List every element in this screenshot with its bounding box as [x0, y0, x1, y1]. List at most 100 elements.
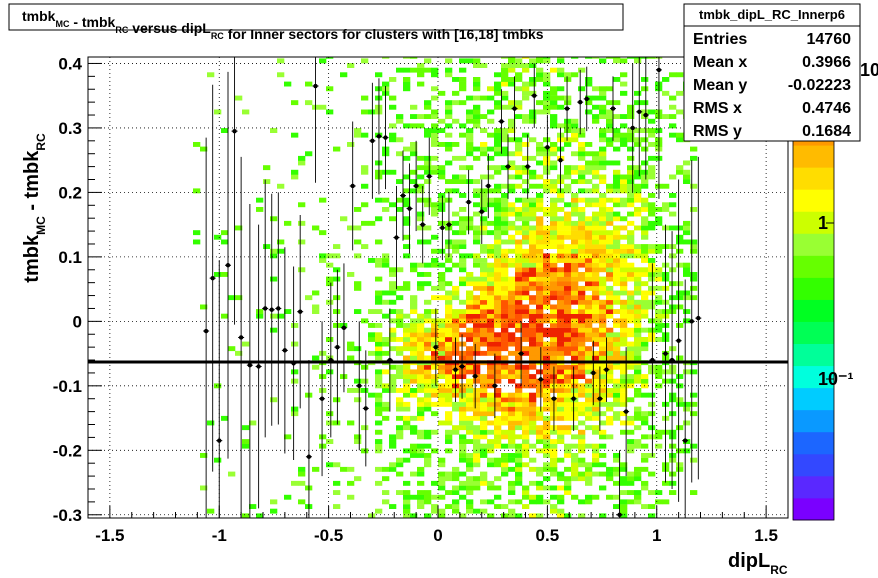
heatmap-cell	[508, 369, 516, 375]
heatmap-cell	[613, 388, 621, 393]
profile-point	[432, 308, 439, 386]
heatmap-cell	[403, 220, 411, 226]
heatmap-cell	[557, 225, 565, 231]
heatmap-cell	[620, 258, 628, 263]
heatmap-cell	[550, 355, 558, 361]
heatmap-cell	[578, 332, 586, 338]
heatmap-cell	[634, 169, 642, 175]
heatmap-cell	[368, 220, 376, 226]
heatmap-cell	[620, 309, 628, 314]
heatmap-cell	[641, 202, 649, 208]
heatmap-cell	[606, 267, 614, 273]
heatmap-cell	[571, 415, 579, 421]
heatmap-cell	[452, 244, 460, 249]
heatmap-cell	[207, 420, 215, 426]
heatmap-cell	[557, 476, 565, 482]
heatmap-cell	[578, 462, 586, 468]
heatmap-cell	[417, 369, 425, 375]
heatmap-cell	[452, 490, 460, 495]
heatmap-cell	[501, 429, 509, 435]
heatmap-cell	[487, 341, 495, 347]
heatmap-cell	[648, 118, 656, 124]
heatmap-cell	[606, 476, 614, 482]
heatmap-cell	[592, 443, 600, 449]
heatmap-cell	[550, 494, 558, 500]
heatmap-cell	[571, 494, 579, 500]
heatmap-cell	[515, 253, 523, 259]
heatmap-cell	[347, 346, 355, 352]
heatmap-cell	[410, 332, 418, 338]
heatmap-cell	[445, 346, 453, 352]
heatmap-cell	[487, 267, 495, 273]
heatmap-cell	[655, 369, 663, 375]
heatmap-cell	[627, 490, 635, 495]
heatmap-cell	[466, 309, 474, 314]
heatmap-cell	[592, 355, 600, 361]
profile-point	[209, 84, 216, 472]
heatmap-cell	[634, 272, 642, 277]
heatmap-cell	[669, 253, 677, 259]
heatmap-cell	[459, 81, 467, 87]
heatmap-cell	[550, 197, 558, 203]
heatmap-cell	[669, 211, 677, 217]
heatmap-cell	[634, 392, 642, 398]
heatmap-cell	[606, 401, 614, 407]
heatmap-cell	[641, 485, 649, 491]
heatmap-cell	[424, 346, 432, 352]
heatmap-cell	[438, 388, 446, 393]
heatmap-cell	[487, 462, 495, 468]
heatmap-cell	[389, 272, 397, 277]
heatmap-cell	[578, 211, 586, 217]
heatmap-cell	[396, 425, 404, 431]
heatmap-cell	[571, 346, 579, 352]
heatmap-cell	[375, 323, 383, 328]
heatmap-cell	[599, 86, 607, 92]
heatmap-cell	[452, 220, 460, 226]
heatmap-cell	[592, 211, 600, 217]
heatmap-cell	[494, 146, 502, 152]
heatmap-cell	[690, 443, 698, 449]
heatmap-cell	[543, 374, 551, 379]
heatmap-cell	[256, 313, 264, 319]
heatmap-cell	[620, 462, 628, 468]
heatmap-cell	[333, 490, 341, 495]
heatmap-cell	[452, 499, 460, 505]
heatmap-cell	[515, 457, 523, 463]
heatmap-cell	[606, 248, 614, 254]
heatmap-cell	[536, 72, 544, 78]
heatmap-cell	[571, 295, 579, 301]
heatmap-cell	[613, 272, 621, 277]
heatmap-cell	[501, 341, 509, 347]
heatmap-cell	[438, 364, 446, 370]
heatmap-cell	[536, 471, 544, 477]
heatmap-cell	[508, 401, 516, 407]
heatmap-cell	[606, 313, 614, 319]
heatmap-cell	[494, 276, 502, 282]
heatmap-cell	[466, 225, 474, 231]
heatmap-cell	[578, 128, 586, 133]
heatmap-cell	[424, 179, 432, 184]
heatmap-cell	[473, 364, 481, 370]
heatmap-cell	[431, 504, 439, 509]
heatmap-cell	[627, 290, 635, 296]
heatmap-cell	[578, 471, 586, 477]
heatmap-cell	[613, 281, 621, 287]
heatmap-cell	[417, 327, 425, 333]
heatmap-cell	[508, 128, 516, 133]
heatmap-cell	[466, 480, 474, 486]
heatmap-cell	[480, 434, 488, 440]
heatmap-cell	[389, 388, 397, 393]
heatmap-cell	[501, 434, 509, 440]
heatmap-cell	[382, 383, 390, 389]
heatmap-cell	[466, 383, 474, 389]
heatmap-cell	[585, 230, 593, 236]
heatmap-cell	[627, 383, 635, 389]
heatmap-cell	[634, 174, 642, 180]
heatmap-cell	[501, 225, 509, 231]
heatmap-cell	[354, 239, 362, 245]
heatmap-cell	[410, 295, 418, 301]
heatmap-cell	[417, 341, 425, 347]
heatmap-cell	[592, 378, 600, 384]
heatmap-cell	[550, 485, 558, 491]
heatmap-cell	[466, 142, 474, 147]
